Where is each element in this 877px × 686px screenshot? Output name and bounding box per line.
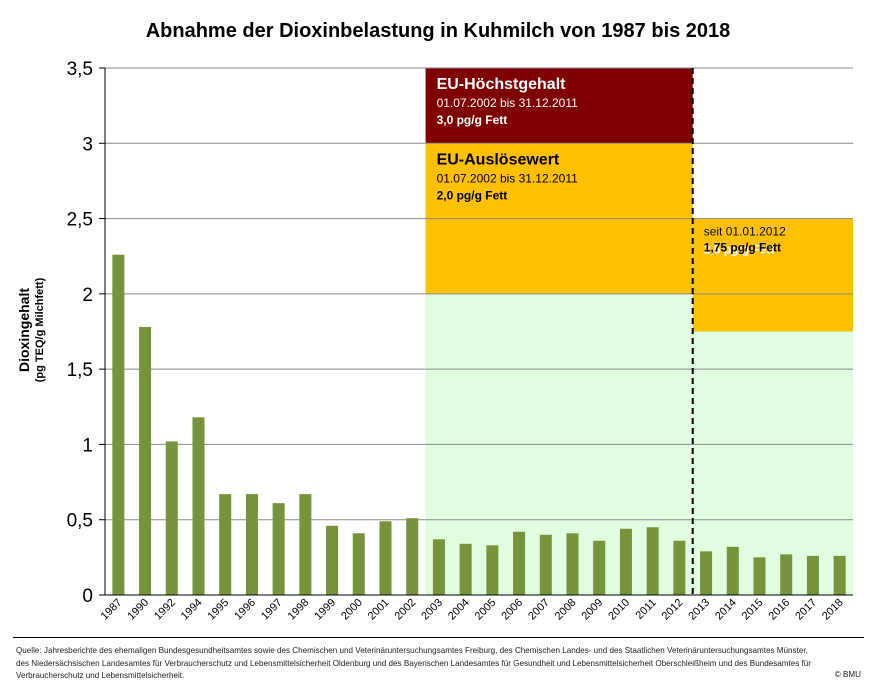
y-tick-label: 0,5 bbox=[67, 511, 93, 532]
bar-1997 bbox=[272, 503, 285, 595]
threshold-bands bbox=[425, 68, 853, 595]
x-tick-label: 2008 bbox=[553, 597, 579, 623]
x-tick-label: 2017 bbox=[793, 597, 819, 623]
y-tick-label: 3,5 bbox=[67, 59, 93, 80]
bar-1999 bbox=[326, 525, 339, 595]
x-tick-label: 1990 bbox=[125, 597, 151, 623]
below-limit-band-1 bbox=[692, 331, 853, 595]
bar-2001 bbox=[379, 521, 392, 595]
bar-1992 bbox=[165, 441, 178, 595]
axes bbox=[99, 67, 853, 596]
bar-2005 bbox=[486, 545, 499, 595]
x-tick-label: 2000 bbox=[339, 597, 365, 623]
hoechstgehalt-period-1: seit 01.01.2012 bbox=[704, 225, 786, 239]
x-tick-label: 2003 bbox=[419, 597, 445, 623]
x-tick-label: 2005 bbox=[473, 597, 499, 623]
hoechstgehalt-value-1: 2,5 pg/g Fett bbox=[704, 243, 775, 257]
y-tick-label: 3 bbox=[82, 134, 93, 155]
bar-2012 bbox=[673, 540, 686, 595]
y-tick-label: 2 bbox=[82, 285, 93, 306]
x-tick-label: 1999 bbox=[312, 597, 338, 623]
bar-2008 bbox=[566, 533, 579, 595]
x-tick-label: 1987 bbox=[99, 597, 125, 623]
y-axis-subtitle: (pg TEQ/g Milchfett) bbox=[34, 277, 46, 382]
ausloesewert-band-1 bbox=[692, 218, 853, 332]
ausloesewert-value-1: 1,75 pg/g Fett bbox=[704, 241, 781, 255]
x-tick-label: 1994 bbox=[179, 597, 205, 623]
bar-2004 bbox=[459, 543, 472, 595]
x-tick-label: 2015 bbox=[740, 597, 766, 623]
bar-1987 bbox=[112, 254, 125, 596]
x-tick-label: 2012 bbox=[660, 597, 686, 623]
x-tick-label: 1998 bbox=[286, 597, 312, 623]
hoechstgehalt-value-0: 3,0 pg/g Fett bbox=[437, 113, 508, 127]
ausloesewert-value-0: 2,0 pg/g Fett bbox=[437, 188, 508, 202]
x-tick-label: 1997 bbox=[259, 597, 285, 623]
x-tick-label: 2014 bbox=[713, 597, 739, 623]
bar-2000 bbox=[352, 533, 365, 595]
x-tick-label: 2016 bbox=[767, 597, 793, 623]
bar-2018 bbox=[833, 555, 846, 595]
copyright-note: © BMU bbox=[834, 670, 861, 679]
bar-2015 bbox=[753, 557, 766, 595]
source-note: Quelle: Jahresberichte des ehemaligen Bu… bbox=[16, 646, 811, 680]
x-tick-label: 2001 bbox=[366, 597, 392, 623]
chart-title: Abnahme der Dioxinbelastung in Kuhmilch … bbox=[146, 20, 731, 42]
ausloesewert-label-0: EU-Auslösewert bbox=[437, 151, 560, 168]
y-tick-label: 2,5 bbox=[67, 210, 93, 231]
x-tick-label: 2010 bbox=[606, 597, 632, 623]
y-tick-label: 1,5 bbox=[67, 360, 93, 381]
hoechstgehalt-period-0: 01.07.2002 bis 31.12.2011 bbox=[437, 96, 579, 110]
bar-2011 bbox=[646, 527, 659, 595]
bar-1996 bbox=[245, 494, 258, 595]
x-tick-label: 2004 bbox=[446, 597, 472, 623]
ausloesewert-period-0: 01.07.2002 bis 31.12.2011 bbox=[437, 171, 579, 185]
y-axis-label: Dioxingehalt (pg TEQ/g Milchfett) bbox=[16, 277, 46, 382]
gridlines bbox=[105, 67, 853, 521]
x-tick-label: 1995 bbox=[206, 597, 232, 623]
hoechstgehalt-label-0: EU-Höchstgehalt bbox=[437, 76, 567, 93]
x-tick-label: 2007 bbox=[526, 597, 552, 623]
threshold-labels: EU-Höchstgehalt 01.07.2002 bis 31.12.2011… bbox=[437, 76, 787, 257]
bar-2010 bbox=[619, 528, 632, 595]
ausloesewert-period-1: seit 01.01.2012 bbox=[704, 225, 786, 239]
bar-2017 bbox=[806, 555, 819, 595]
footer-divider bbox=[13, 637, 864, 638]
x-tick-label: 2018 bbox=[820, 597, 846, 623]
bar-1998 bbox=[299, 494, 312, 595]
x-tick-label: 2002 bbox=[393, 597, 419, 623]
hoechstgehalt-band-0 bbox=[425, 68, 693, 144]
bar-2003 bbox=[432, 539, 445, 595]
x-tick-label: 2013 bbox=[686, 597, 712, 623]
y-tick-label: 0 bbox=[82, 586, 93, 607]
bar-2009 bbox=[593, 540, 606, 595]
bars bbox=[112, 254, 846, 596]
bar-2016 bbox=[780, 554, 793, 595]
y-tick-label: 1 bbox=[82, 435, 93, 456]
x-tick-label: 1996 bbox=[232, 597, 258, 623]
x-tick-label: 2009 bbox=[580, 597, 606, 623]
bar-2007 bbox=[539, 534, 552, 595]
x-tick-label: 1992 bbox=[152, 597, 178, 623]
footer: Quelle: Jahresberichte des ehemaligen Bu… bbox=[0, 629, 877, 686]
bar-2014 bbox=[726, 546, 739, 595]
bar-1995 bbox=[219, 494, 232, 595]
bar-1994 bbox=[192, 417, 205, 595]
bar-1990 bbox=[139, 326, 152, 595]
y-axis-title: Dioxingehalt bbox=[16, 288, 32, 372]
bar-2002 bbox=[406, 518, 419, 595]
bar-2013 bbox=[700, 551, 713, 595]
x-tick-label: 2006 bbox=[499, 597, 525, 623]
x-tick-label: 2011 bbox=[634, 597, 659, 622]
bar-2006 bbox=[513, 531, 526, 595]
